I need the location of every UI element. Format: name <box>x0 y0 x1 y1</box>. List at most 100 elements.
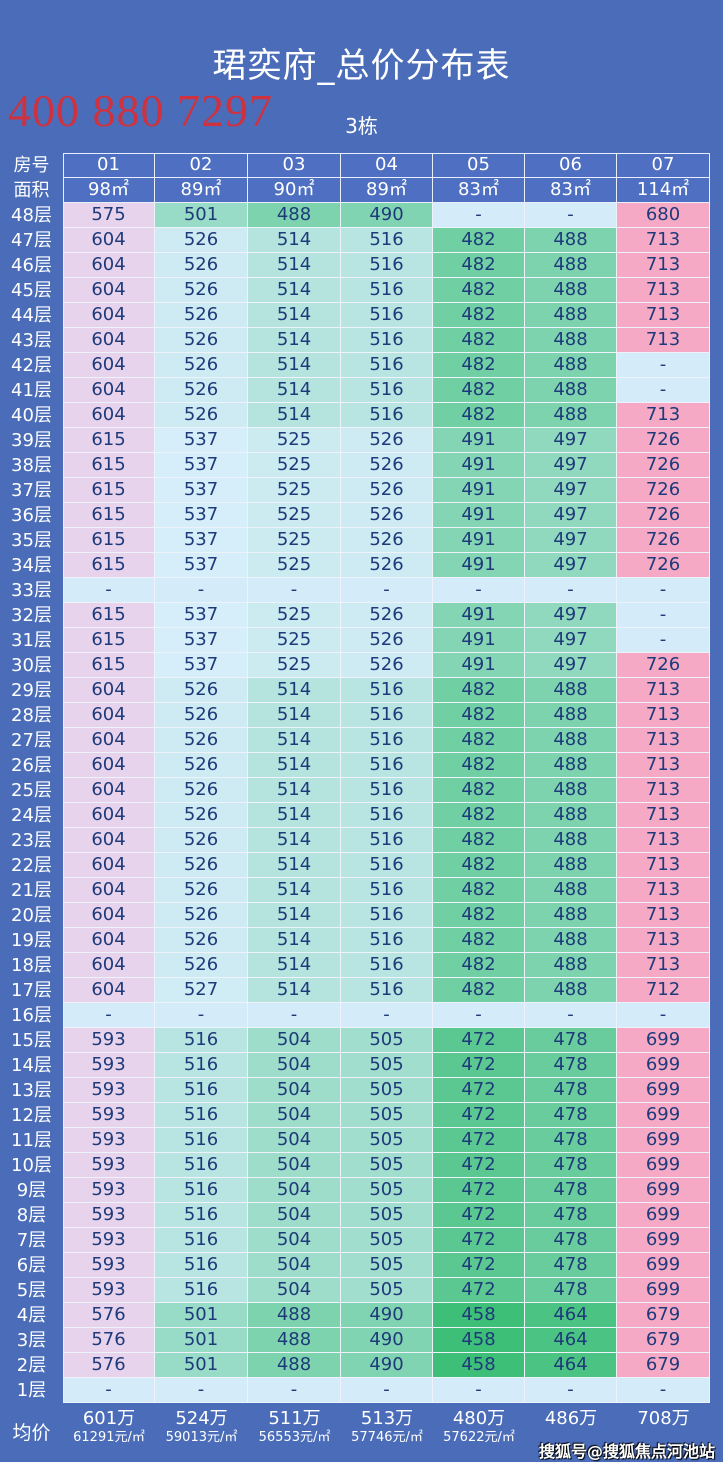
price-cell: 679 <box>617 1303 710 1328</box>
table-row: 30层 615 537 525 526 491 497 726 <box>0 653 723 678</box>
price-cell: 699 <box>617 1078 710 1103</box>
price-cell: 491 <box>433 428 525 453</box>
price-cell: 576 <box>63 1353 155 1378</box>
price-cell: 526 <box>155 253 248 278</box>
price-cell: 501 <box>155 1328 248 1353</box>
price-cell: 516 <box>341 403 433 428</box>
price-cell: - <box>617 353 710 378</box>
header-cell: 83㎡ <box>525 178 617 203</box>
price-cell: 514 <box>248 328 341 353</box>
price-cell: 604 <box>63 978 155 1003</box>
average-unit-price: 61291元/㎡ <box>73 1430 145 1445</box>
price-cell: 505 <box>341 1228 433 1253</box>
table-row: 13层 593 516 504 505 472 478 699 <box>0 1078 723 1103</box>
price-cell: 713 <box>617 803 710 828</box>
price-cell: 526 <box>341 453 433 478</box>
price-cell: 516 <box>341 678 433 703</box>
floor-label: 30层 <box>11 655 52 676</box>
price-cell: 516 <box>341 278 433 303</box>
price-cell: 604 <box>63 403 155 428</box>
price-cell: 505 <box>341 1203 433 1228</box>
price-cell: 490 <box>341 1303 433 1328</box>
average-unit-price: 57746元/㎡ <box>351 1430 423 1445</box>
price-cell: 491 <box>433 478 525 503</box>
price-cell: 516 <box>155 1278 248 1303</box>
price-cell: 482 <box>433 328 525 353</box>
price-cell: 575 <box>63 203 155 228</box>
price-cell: 482 <box>433 953 525 978</box>
floor-label: 42层 <box>11 355 52 376</box>
price-cell: 713 <box>617 903 710 928</box>
price-cell: 713 <box>617 753 710 778</box>
table-row: 16层 - - - - - - - <box>0 1003 723 1028</box>
price-cell: 604 <box>63 278 155 303</box>
price-cell: 514 <box>248 928 341 953</box>
price-cell: 478 <box>525 1203 617 1228</box>
price-cell: - <box>525 1378 617 1403</box>
price-cell: 699 <box>617 1103 710 1128</box>
price-cell: 537 <box>155 453 248 478</box>
price-cell: 482 <box>433 928 525 953</box>
price-cell: 464 <box>525 1353 617 1378</box>
price-cell: 713 <box>617 328 710 353</box>
price-cell: 537 <box>155 478 248 503</box>
price-cell: 526 <box>155 778 248 803</box>
price-cell: 713 <box>617 403 710 428</box>
price-cell: 726 <box>617 653 710 678</box>
price-cell: 525 <box>248 453 341 478</box>
average-total: 513万 <box>360 1408 414 1429</box>
price-cell: 464 <box>525 1303 617 1328</box>
floor-label: 29层 <box>11 680 52 701</box>
price-cell: 699 <box>617 1128 710 1153</box>
average-unit-price: 56553元/㎡ <box>258 1430 331 1445</box>
price-cell: 516 <box>155 1028 248 1053</box>
floor-label: 18层 <box>11 955 52 976</box>
price-cell: 516 <box>341 228 433 253</box>
table-row: 40层 604 526 514 516 482 488 713 <box>0 403 723 428</box>
table-row: 29层 604 526 514 516 482 488 713 <box>0 678 723 703</box>
table-row: 2层 576 501 488 490 458 464 679 <box>0 1353 723 1378</box>
phone-watermark: 400 880 7297 <box>8 85 273 136</box>
price-cell: 516 <box>341 903 433 928</box>
price-cell: 516 <box>341 728 433 753</box>
price-cell: 478 <box>525 1178 617 1203</box>
price-cell: 482 <box>433 753 525 778</box>
price-cell: 472 <box>433 1153 525 1178</box>
price-cell: 516 <box>341 253 433 278</box>
price-cell: 516 <box>341 703 433 728</box>
price-cell: 505 <box>341 1278 433 1303</box>
table-row: 4层 576 501 488 490 458 464 679 <box>0 1303 723 1328</box>
header-cell: 07 <box>617 153 710 178</box>
header-cell: 05 <box>433 153 525 178</box>
table-row: 27层 604 526 514 516 482 488 713 <box>0 728 723 753</box>
price-cell: 713 <box>617 878 710 903</box>
room-number-row: 房号 01 02 03 04 05 06 07 <box>0 153 723 178</box>
building-label: 3栋 <box>345 114 378 138</box>
price-cell: 699 <box>617 1053 710 1078</box>
price-cell: 478 <box>525 1228 617 1253</box>
price-cell: 713 <box>617 703 710 728</box>
price-cell: 482 <box>433 728 525 753</box>
floor-label: 46层 <box>11 255 52 276</box>
table-row: 14层 593 516 504 505 472 478 699 <box>0 1053 723 1078</box>
price-cell: 593 <box>63 1078 155 1103</box>
price-cell: 488 <box>525 828 617 853</box>
price-cell: - <box>433 578 525 603</box>
price-cell: 514 <box>248 378 341 403</box>
page-title: 珺奕府_总价分布表 <box>212 46 511 86</box>
price-cell: 458 <box>433 1328 525 1353</box>
price-cell: 713 <box>617 778 710 803</box>
price-cell: 514 <box>248 903 341 928</box>
average-total: 524万 <box>175 1408 228 1429</box>
price-cell: 576 <box>63 1328 155 1353</box>
price-cell: 488 <box>525 378 617 403</box>
price-cell: 478 <box>525 1128 617 1153</box>
price-cell: 593 <box>63 1278 155 1303</box>
floor-label: 9层 <box>16 1180 47 1201</box>
price-cell: 514 <box>248 778 341 803</box>
average-cell: 708万 <box>618 1408 710 1430</box>
table-row: 47层 604 526 514 516 482 488 713 <box>0 228 723 253</box>
average-cell: 486万 <box>525 1408 617 1430</box>
floor-label: 39层 <box>11 430 52 451</box>
price-cell: 491 <box>433 628 525 653</box>
